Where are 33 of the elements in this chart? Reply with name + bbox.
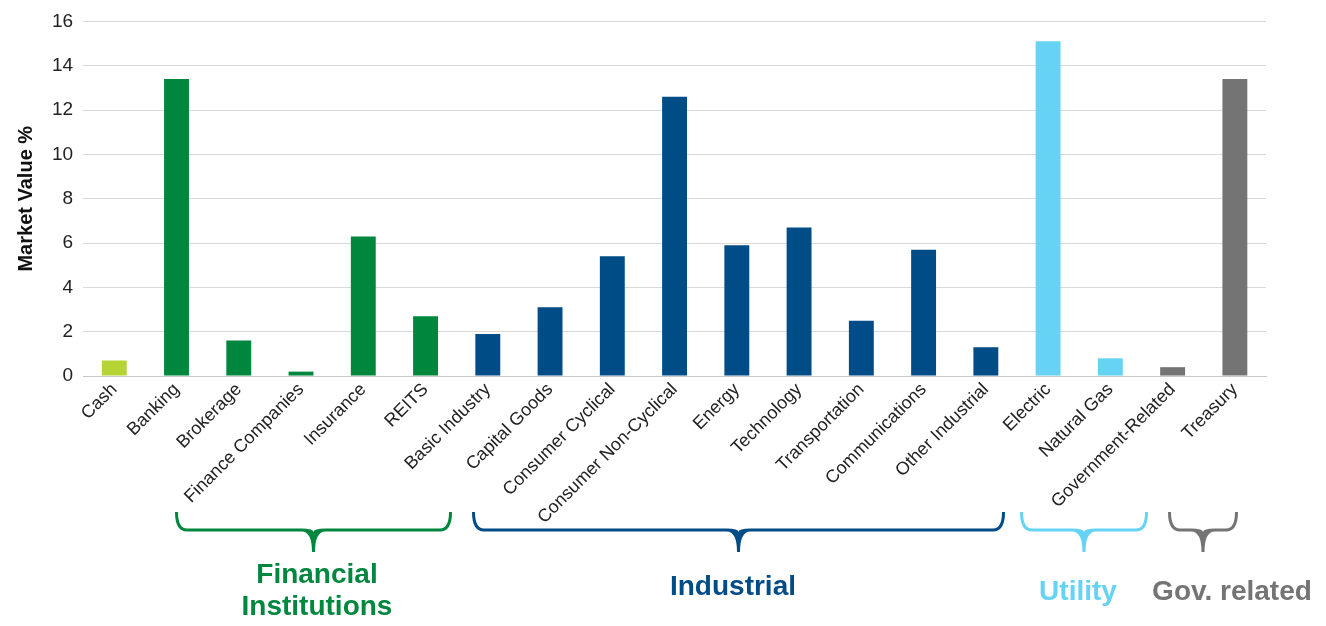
y-tick-label: 16 <box>51 9 74 31</box>
text: Utility <box>1038 575 1118 607</box>
bar <box>724 245 750 376</box>
text: Financial Institutions <box>240 558 394 622</box>
y-tick-label: 0 <box>62 364 74 386</box>
y-tick-label: 4 <box>62 275 74 297</box>
bar <box>475 333 501 376</box>
bar <box>1035 41 1061 376</box>
text: Gov. related <box>1151 575 1313 607</box>
bar <box>226 340 252 376</box>
bar <box>1160 367 1186 376</box>
text: Industrial <box>669 570 797 602</box>
bar <box>288 371 314 376</box>
bar <box>537 307 563 376</box>
bar <box>848 320 874 376</box>
y-tick-label: 14 <box>51 53 74 75</box>
y-tick-label: 10 <box>51 142 74 164</box>
y-tick-label: 2 <box>62 319 74 341</box>
bar <box>101 360 127 376</box>
bar <box>662 96 688 376</box>
bar <box>599 256 625 376</box>
y-tick-label: 6 <box>62 231 74 253</box>
y-tick-label: 8 <box>62 186 74 208</box>
bar <box>786 227 812 376</box>
bar <box>1222 79 1248 376</box>
bar <box>413 316 438 376</box>
bar <box>973 347 999 376</box>
y-axis-title: Market Value % <box>13 125 36 272</box>
bar <box>1097 358 1123 376</box>
bar <box>164 79 189 376</box>
bar <box>350 236 376 376</box>
y-tick-label: 12 <box>51 98 74 120</box>
bar <box>911 249 937 376</box>
